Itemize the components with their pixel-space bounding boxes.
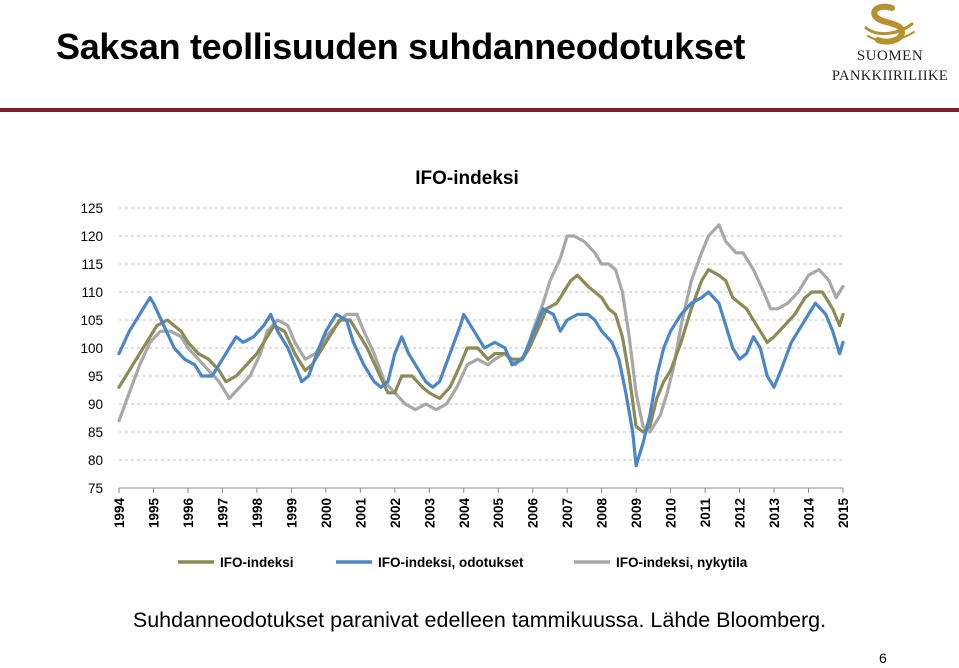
legend-label-2: IFO-indeksi, nykytila — [616, 555, 748, 570]
x-tick-label: 1998 — [250, 498, 265, 529]
x-tick-label: 2015 — [836, 498, 851, 529]
x-tick-label: 2002 — [388, 498, 403, 528]
y-tick-label: 75 — [88, 481, 103, 496]
x-tick-label: 2012 — [733, 498, 748, 528]
x-tick-label: 1995 — [146, 498, 161, 529]
legend-label-0: IFO-indeksi — [220, 555, 294, 570]
series-line-1 — [117, 290, 845, 468]
y-axis-tick-labels: 125 120 115 110 105 100 95 90 85 80 75 — [80, 201, 103, 496]
y-tick-label: 115 — [81, 257, 103, 272]
y-tick-label: 100 — [80, 341, 103, 356]
y-tick-label: 90 — [88, 397, 103, 412]
logo-text-line1: SUOMEN — [856, 48, 924, 64]
chart-legend: IFO-indeksi IFO-indeksi, odotukset IFO-ind… — [178, 555, 748, 570]
chart-title: IFO-indeksi — [415, 168, 518, 189]
x-tick-label: 2009 — [629, 498, 644, 528]
slide-caption: Suhdanneodotukset paranivat edelleen tam… — [132, 608, 827, 632]
x-tick-label: 2000 — [319, 498, 334, 528]
x-tick-label: 2008 — [595, 498, 610, 529]
x-tick-label: 1996 — [181, 498, 196, 529]
y-tick-label: 120 — [80, 229, 103, 244]
x-tick-label: 2010 — [664, 498, 679, 528]
y-tick-label: 95 — [88, 369, 103, 384]
title-divider — [0, 108, 959, 112]
x-tick-label: 2007 — [560, 498, 575, 528]
y-tick-label: 85 — [88, 425, 103, 440]
x-axis — [118, 487, 844, 493]
y-tick-label: 125 — [80, 201, 103, 216]
x-tick-label: 2013 — [767, 498, 782, 529]
logo-text-line2: PANKKIIRILIIKE — [831, 68, 949, 84]
ifo-line-chart: IFO-indeksi 125 120 115 110 105 100 95 90 85 80 75… — [80, 168, 851, 570]
x-tick-label: 2014 — [802, 498, 817, 529]
x-tick-label: 1994 — [112, 498, 127, 529]
x-axis-tick-labels: 1994 1995 1996 1997 1998 1999 2000 2001 2002 2003… — [112, 498, 851, 529]
y-tick-label: 110 — [81, 285, 103, 300]
x-tick-label: 2006 — [526, 498, 541, 529]
x-tick-label: 1999 — [284, 498, 299, 528]
x-tick-label: 2001 — [353, 498, 368, 529]
x-tick-label: 2003 — [422, 498, 437, 529]
x-tick-label: 2004 — [457, 498, 472, 529]
chart-gridlines — [119, 207, 843, 461]
legend-label-1: IFO-indeksi, odotukset — [378, 555, 524, 570]
y-tick-label: 80 — [88, 453, 103, 468]
x-tick-label: 2011 — [698, 498, 713, 528]
slide-title: Saksan teollisuuden suhdanneodotukset — [56, 26, 746, 67]
chart-series — [117, 223, 845, 468]
x-tick-label: 1997 — [215, 498, 230, 528]
logo-swirl-icon — [864, 3, 915, 45]
y-tick-label: 105 — [80, 313, 103, 328]
page-number: 6 — [879, 650, 887, 666]
series-line-2 — [117, 223, 845, 434]
series-line-0 — [117, 268, 845, 434]
company-logo: SUOMEN PANKKIIRILIIKE — [826, 2, 954, 92]
x-tick-label: 2005 — [491, 498, 506, 529]
